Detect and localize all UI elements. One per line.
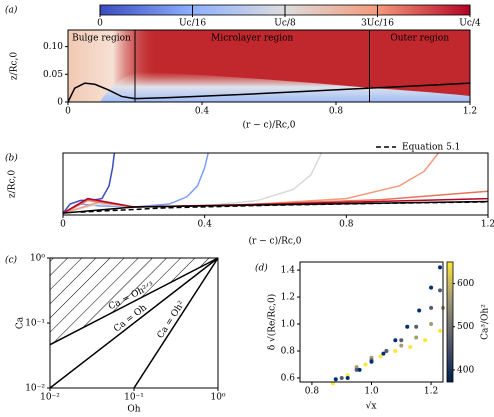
region-label: Microlayer region	[211, 34, 293, 44]
point	[408, 344, 413, 349]
point	[393, 348, 398, 353]
colorbar	[446, 261, 454, 383]
point	[414, 335, 419, 340]
y-axis-label: δ √(Re/Rc,0)	[267, 294, 278, 351]
line	[80, 201, 489, 213]
line	[67, 82, 471, 103]
x-tick-label: 0.8	[339, 220, 354, 230]
y-tick-label: 1.2	[281, 293, 295, 303]
plot-frame	[62, 152, 489, 216]
point	[384, 348, 389, 353]
x-tick-label: 0	[60, 220, 66, 230]
point	[405, 324, 410, 329]
line	[133, 257, 219, 389]
point	[399, 338, 404, 343]
panel-label: (d)	[255, 263, 268, 274]
point	[414, 324, 419, 329]
y-axis-label: Ca	[16, 316, 26, 329]
point	[369, 359, 374, 364]
y-tick-label: 1.4	[281, 266, 296, 276]
point	[345, 375, 350, 380]
colorbar-tick-label: 400	[457, 365, 474, 375]
x-tick-label: 0.8	[305, 387, 320, 397]
x-tick-label: 10⁻¹	[124, 393, 144, 403]
region-label: Bulge region	[72, 34, 131, 44]
point	[417, 308, 422, 313]
y-axis-label: z/Rc,0	[8, 170, 18, 198]
point	[429, 322, 434, 327]
point	[429, 305, 434, 310]
point	[333, 377, 338, 382]
colorbar-tick-label: 600	[457, 279, 474, 289]
y-tick-label: 10⁻¹	[25, 319, 45, 329]
panel-label: (c)	[5, 255, 18, 266]
panel-label: (b)	[5, 153, 18, 164]
line	[49, 257, 219, 346]
x-tick-label: 1.2	[424, 387, 438, 397]
point	[357, 367, 362, 372]
x-tick-label: 0.8	[329, 107, 344, 117]
x-axis-label: √x	[366, 401, 377, 412]
y-tick-label: 0.8	[281, 346, 296, 356]
line	[62, 152, 323, 214]
x-tick-label: 0.4	[198, 220, 213, 230]
x-tick-label: 1.2	[463, 107, 477, 117]
colorbar-tick-label: 0	[97, 19, 103, 29]
y-tick-label: 0.05	[43, 70, 63, 80]
x-axis-label: Oh	[127, 405, 140, 415]
point	[363, 362, 368, 367]
line	[49, 257, 219, 389]
colorbar-label: Ca³/Oh²	[481, 304, 491, 340]
region-label: Outer region	[390, 34, 449, 44]
line	[62, 152, 209, 214]
point	[423, 338, 428, 343]
point	[393, 338, 398, 343]
y-tick-label: 1.0	[281, 320, 296, 330]
y-tick-label: 10⁰	[30, 254, 45, 264]
x-tick-label: 1.2	[481, 220, 494, 230]
x-tick-label: 0	[65, 107, 71, 117]
colorbar-tick-label: 3Uc/16	[361, 19, 394, 29]
x-tick-label: 0.4	[195, 107, 210, 117]
y-tick-label: 0.6	[281, 373, 296, 383]
colorbar-tick-label: Uc/8	[274, 19, 296, 29]
panel-label: (a)	[5, 5, 18, 16]
point	[429, 285, 434, 290]
point	[399, 343, 404, 348]
x-tick-label: 10⁻²	[40, 393, 60, 403]
y-axis-label: z/Rc,0	[10, 52, 20, 80]
x-axis-label: (r − c)/Rc,0	[248, 236, 301, 247]
colorbar-tick-label: Uc/16	[179, 19, 206, 29]
point	[339, 375, 344, 380]
point	[438, 265, 443, 270]
colorbar-tick-label: 500	[457, 322, 474, 332]
point	[438, 288, 443, 293]
plot-frame	[299, 261, 444, 383]
line-annotation: Ca = Oh²	[156, 299, 188, 340]
x-tick-label: 10⁰	[210, 393, 225, 403]
y-tick-label: 10⁻²	[25, 384, 45, 394]
y-tick-label: 0	[57, 98, 63, 108]
point	[381, 351, 386, 356]
x-axis-label: (r − c)/Rc,0	[242, 120, 295, 131]
colorbar-tick-label: Uc/4	[459, 19, 481, 29]
x-tick-label: 1.0	[364, 387, 379, 397]
plot-frame	[67, 29, 471, 103]
point	[354, 367, 359, 372]
legend-label: Equation 5.1	[402, 143, 460, 153]
y-tick-label: 0.10	[43, 42, 63, 52]
legend-box	[372, 141, 488, 153]
point	[378, 354, 383, 359]
point	[438, 328, 443, 333]
